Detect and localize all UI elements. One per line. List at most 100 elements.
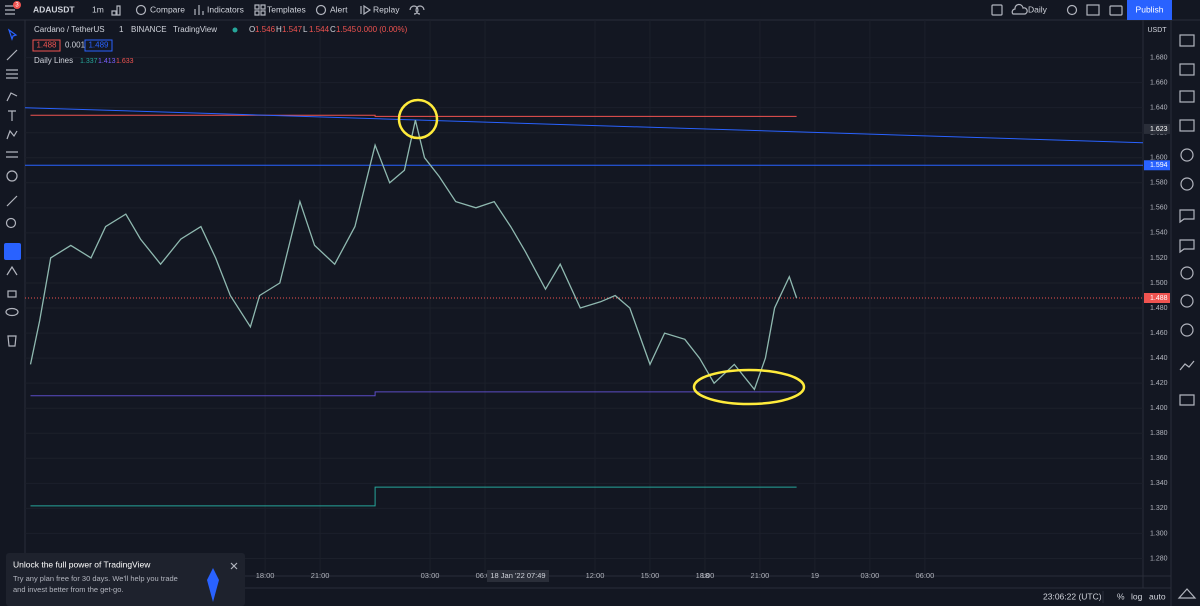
help-icon[interactable]	[1179, 394, 1195, 406]
percent-toggle[interactable]: %	[1117, 591, 1125, 601]
bid-box[interactable]	[32, 39, 61, 52]
drawing-toolbar	[4, 28, 21, 347]
cursor-time-box	[487, 570, 549, 582]
text-tool[interactable]	[8, 110, 16, 121]
indicators[interactable]: Indicators	[207, 4, 244, 14]
ohlc-value: 1.546	[255, 25, 276, 34]
x-tick-label: 06:00	[916, 571, 935, 580]
indicator-value: 1.337	[80, 58, 98, 65]
cloud-icon[interactable]	[1011, 3, 1028, 15]
y-tick-label: 1.540	[1150, 230, 1168, 237]
indicator-line	[30, 486, 797, 507]
symbol[interactable]: ADAUSDT	[33, 4, 75, 14]
cursor-tool[interactable]	[7, 28, 18, 41]
indicator-name[interactable]: Daily Lines	[34, 56, 73, 65]
y-tick-label: 1.500	[1150, 280, 1168, 287]
y-tick-label: 1.600	[1150, 155, 1168, 162]
pattern-tool[interactable]	[6, 129, 18, 140]
alert-icon[interactable]	[315, 4, 327, 16]
magnet-tool[interactable]	[4, 243, 21, 260]
notifications-icon[interactable]	[1180, 266, 1194, 280]
y-tick-label: 1.560	[1150, 205, 1168, 212]
hotlist-icon[interactable]	[1179, 119, 1195, 132]
brush-tool[interactable]	[6, 92, 18, 102]
ticker-icon[interactable]	[1179, 360, 1195, 371]
legend-exchange: BINANCE	[131, 25, 167, 34]
publish[interactable]: Publish	[1136, 4, 1164, 14]
settings-icon[interactable]	[1066, 4, 1078, 16]
bid[interactable]: 1.488	[36, 41, 57, 50]
alerts-icon[interactable]	[1179, 63, 1195, 76]
ask-box[interactable]	[84, 39, 113, 52]
change: 0.000 (0.00%)	[357, 25, 408, 34]
hide-tool[interactable]	[5, 307, 19, 317]
timeframe[interactable]: Daily	[1028, 4, 1048, 14]
y-tick-label: 1.480	[1150, 305, 1168, 312]
remove-tool[interactable]	[7, 335, 17, 347]
menu-button[interactable]: 3	[5, 1, 21, 15]
price-label-box	[1144, 293, 1170, 303]
publish-button[interactable]	[1127, 0, 1172, 20]
y-tick-label: 1.280	[1150, 555, 1168, 562]
log-toggle[interactable]: log	[1131, 591, 1143, 601]
interval[interactable]: 1m	[92, 4, 104, 14]
replay-icon[interactable]	[360, 4, 372, 16]
undo-redo[interactable]	[409, 5, 425, 15]
compare-icon[interactable]	[135, 4, 147, 16]
chart-type-icon[interactable]	[111, 5, 121, 16]
y-tick-label: 1.380	[1150, 430, 1168, 437]
y-tick-label: 1.440	[1150, 355, 1168, 362]
prediction-tool[interactable]	[6, 151, 18, 158]
ask[interactable]: 1.489	[88, 41, 109, 50]
right-sidebar	[1177, 34, 1197, 599]
auto-toggle[interactable]: auto	[1149, 591, 1166, 601]
dom-icon[interactable]	[1180, 323, 1194, 337]
promo-line: and invest better from the get-go.	[13, 585, 123, 594]
zoom-tool[interactable]	[5, 217, 17, 229]
promo-card[interactable]: Unlock the full power of TradingView Try…	[6, 553, 245, 606]
cursor-time: 18 Jan '22 07:49	[490, 571, 545, 580]
order-panel-icon[interactable]	[1180, 294, 1194, 308]
replay[interactable]: Replay	[373, 4, 400, 14]
x-tick-label: 12:00	[586, 571, 605, 580]
close-button[interactable]	[230, 562, 238, 570]
templates[interactable]: Templates	[267, 4, 306, 14]
indicators-icon[interactable]	[194, 5, 204, 15]
alert[interactable]: Alert	[330, 4, 348, 14]
ohlc-key: C	[330, 25, 336, 34]
lock-tool[interactable]	[7, 290, 17, 298]
price-label-box	[1144, 123, 1170, 134]
status-dot	[232, 27, 238, 33]
fib-tool[interactable]	[6, 69, 18, 79]
templates-icon[interactable]	[254, 4, 266, 16]
x-tick-label: 18:00	[696, 571, 715, 580]
lock-drawings[interactable]	[6, 265, 18, 276]
data-window-icon[interactable]	[1179, 90, 1195, 103]
ruler-tool[interactable]	[6, 195, 18, 207]
indicator-line	[30, 114, 797, 117]
watchlist-icon[interactable]	[1179, 34, 1195, 47]
streams-icon[interactable]	[1179, 209, 1195, 224]
y-tick-label: 1.420	[1150, 380, 1168, 387]
legend-source: TradingView	[173, 25, 217, 34]
ideas-icon[interactable]	[1180, 177, 1194, 191]
chats-icon[interactable]	[1179, 239, 1195, 254]
y-tick-label: 1.580	[1150, 180, 1168, 187]
clock: 23:06:22 (UTC)	[1043, 591, 1102, 601]
snapshot-icon[interactable]	[1109, 5, 1123, 16]
price-line	[29, 120, 798, 391]
icons-tool[interactable]	[6, 170, 18, 182]
y-tick-label: 1.680	[1150, 54, 1168, 61]
x-tick-label: 21:00	[311, 571, 330, 580]
ohlc-key: L	[303, 25, 308, 34]
fullscreen-icon[interactable]	[1086, 4, 1100, 16]
highlight-ellipse	[692, 368, 806, 406]
calendar-icon[interactable]	[1180, 148, 1194, 162]
layout-icon[interactable]	[991, 4, 1003, 16]
promo-title: Unlock the full power of TradingView	[13, 559, 151, 569]
logo[interactable]	[1177, 588, 1197, 599]
trend-line-tool[interactable]	[6, 49, 18, 61]
x-tick-label: 15:00	[641, 571, 660, 580]
y-tick-label: 1.320	[1150, 505, 1168, 512]
compare[interactable]: Compare	[150, 4, 185, 14]
